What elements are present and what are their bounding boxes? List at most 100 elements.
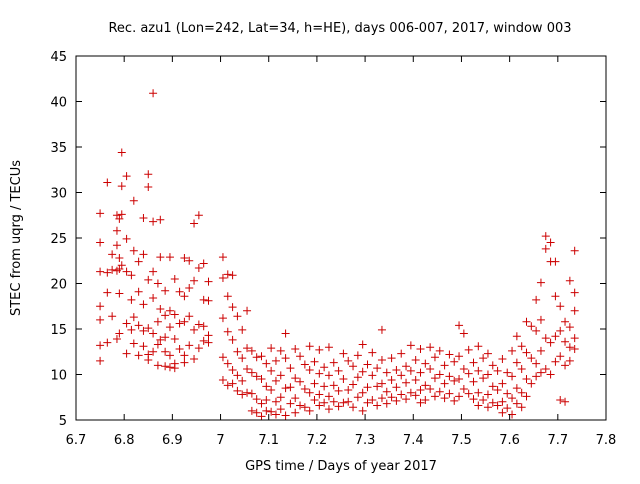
data-point — [96, 267, 105, 276]
data-point — [127, 325, 136, 334]
data-point — [464, 369, 473, 378]
data-point — [556, 352, 565, 361]
data-point — [512, 332, 521, 341]
data-point — [185, 284, 194, 293]
data-point — [204, 296, 213, 305]
data-point — [344, 397, 353, 406]
data-point — [180, 292, 189, 301]
data-point — [122, 349, 131, 358]
y-tick-label: 40 — [50, 96, 67, 111]
data-point — [185, 312, 194, 321]
data-point — [435, 346, 444, 355]
data-point — [324, 371, 333, 380]
data-point — [218, 253, 227, 262]
data-point — [243, 365, 252, 374]
y-tick-label: 25 — [50, 232, 67, 247]
data-point — [122, 172, 131, 181]
data-point — [377, 325, 386, 334]
data-point — [291, 408, 300, 417]
data-point — [570, 246, 579, 255]
data-point — [382, 399, 391, 408]
data-point — [349, 403, 358, 412]
data-point — [565, 343, 574, 352]
data-point — [190, 325, 199, 334]
data-point — [488, 382, 497, 391]
data-point — [199, 295, 208, 304]
data-point — [115, 329, 124, 338]
data-point — [180, 317, 189, 326]
data-point — [532, 359, 541, 368]
data-point — [522, 375, 531, 384]
data-point — [296, 401, 305, 410]
data-point — [127, 295, 136, 304]
data-point — [190, 219, 199, 228]
data-point — [377, 355, 386, 364]
y-tick-label: 5 — [59, 414, 67, 429]
data-point — [223, 270, 232, 279]
data-point — [117, 182, 126, 191]
data-point — [165, 253, 174, 262]
y-tick-label: 20 — [50, 278, 67, 293]
data-point — [296, 377, 305, 386]
data-point — [373, 382, 382, 391]
data-point — [238, 325, 247, 334]
data-point — [532, 372, 541, 381]
data-point — [455, 352, 464, 361]
data-point — [170, 310, 179, 319]
data-point — [349, 380, 358, 389]
data-point — [455, 375, 464, 384]
data-point — [565, 323, 574, 332]
data-point — [153, 340, 162, 349]
data-point — [320, 363, 329, 372]
data-point — [353, 351, 362, 360]
y-axis-label: STEC from uqrg / TECUs — [9, 160, 24, 316]
data-point — [474, 342, 483, 351]
data-point — [247, 346, 256, 355]
data-point — [165, 306, 174, 315]
data-point — [165, 351, 174, 360]
data-point — [139, 342, 148, 351]
data-point — [96, 238, 105, 247]
data-point — [416, 385, 425, 394]
data-point — [310, 379, 319, 388]
data-point — [112, 226, 121, 235]
data-point — [112, 335, 121, 344]
data-point — [536, 346, 545, 355]
data-point — [324, 392, 333, 401]
data-point — [435, 387, 444, 396]
data-point — [276, 346, 285, 355]
data-point — [363, 360, 372, 369]
data-point — [541, 365, 550, 374]
data-point — [426, 385, 435, 394]
data-point — [103, 288, 112, 297]
data-point — [402, 378, 411, 387]
data-point — [450, 357, 459, 366]
data-point — [115, 254, 124, 263]
data-point — [339, 398, 348, 407]
data-point — [377, 379, 386, 388]
y-axis-ticks: 5 10 15 20 25 30 35 40 45 — [50, 50, 606, 429]
data-point — [218, 274, 227, 283]
data-point — [339, 349, 348, 358]
data-point — [561, 361, 570, 370]
data-point — [464, 345, 473, 354]
data-point — [144, 170, 153, 179]
data-point — [421, 381, 430, 390]
data-point — [134, 257, 143, 266]
data-point — [455, 392, 464, 401]
data-point — [382, 368, 391, 377]
data-point — [536, 315, 545, 324]
data-point — [257, 375, 266, 384]
data-point — [129, 196, 138, 205]
data-point — [300, 403, 309, 412]
data-point — [96, 209, 105, 218]
data-point — [411, 375, 420, 384]
data-point — [247, 368, 256, 377]
data-point — [228, 271, 237, 280]
data-point — [115, 289, 124, 298]
data-point — [498, 355, 507, 364]
data-point — [517, 388, 526, 397]
data-point — [353, 393, 362, 402]
data-point — [358, 388, 367, 397]
data-point — [276, 405, 285, 414]
